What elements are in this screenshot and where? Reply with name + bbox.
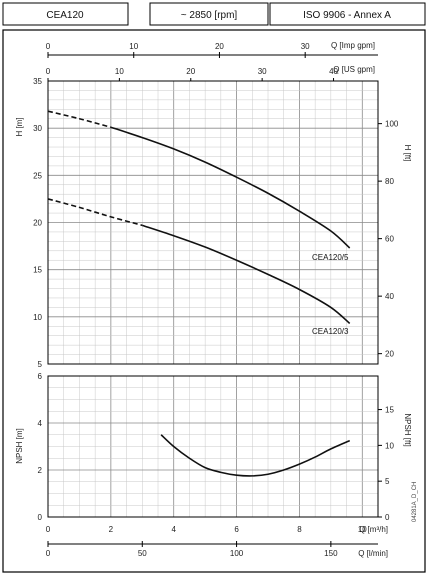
series-label-cea120-3: CEA120/3 [312, 327, 349, 336]
tick-label-h-m: 35 [33, 77, 42, 86]
tick-label-npsh-m: 6 [38, 372, 43, 381]
tick-label-h-m: 5 [38, 360, 43, 369]
tick-label-h-m: 30 [33, 124, 42, 133]
axis-label-npsh-m: NPSH [m] [15, 428, 24, 464]
header-model: CEA120 [46, 10, 84, 21]
tick-label-h-m: 15 [33, 266, 42, 275]
tick-label-npsh-ft: 5 [385, 477, 390, 486]
npsh-chart-plot-area [47, 375, 379, 518]
tick-label-npsh-m: 0 [38, 513, 43, 522]
tick-label-q-us-gpm: 0 [46, 67, 51, 76]
tick-label-q-m3h: 10 [358, 525, 367, 534]
drawing-code: 04281A_D_CH [412, 482, 418, 522]
tick-label-h-ft: 80 [385, 177, 394, 186]
tick-label-q-imp-gpm: 30 [301, 42, 310, 51]
tick-label-q-m3h: 2 [109, 525, 114, 534]
tick-label-q-us-gpm: 10 [115, 67, 124, 76]
header-standard: ISO 9906 - Annex A [303, 10, 391, 21]
axis-label-q-us-gpm: Q [US gpm] [333, 65, 375, 74]
header-row: CEA120 ~ 2850 [rpm] ISO 9906 - Annex A [2, 2, 426, 26]
tick-label-q-lmin: 50 [138, 549, 147, 558]
tick-label-q-m3h: 0 [46, 525, 51, 534]
tick-label-h-m: 10 [33, 313, 42, 322]
tick-label-h-ft: 40 [385, 292, 394, 301]
curves [47, 110, 351, 477]
tick-label-q-m3h: 4 [171, 525, 176, 534]
tick-label-npsh-m: 2 [38, 466, 43, 475]
head-curve-cea120-3 [142, 224, 351, 325]
tick-label-q-us-gpm: 40 [329, 67, 338, 76]
tick-label-q-m3h: 8 [297, 525, 302, 534]
npsh-chart-grid [47, 375, 379, 518]
head-chart-plot-area [47, 80, 379, 365]
tick-label-h-ft: 60 [385, 235, 394, 244]
tick-label-q-m3h: 6 [234, 525, 239, 534]
axis-label-h-m: H [m] [15, 117, 24, 136]
axis-label-h-ft: H [ft] [403, 145, 412, 162]
axis-label-q-m3h: Q [m³/h] [359, 525, 388, 534]
tick-label-q-lmin: 0 [46, 549, 51, 558]
tick-label-q-us-gpm: 20 [186, 67, 195, 76]
tick-label-q-us-gpm: 30 [258, 67, 267, 76]
head-chart-grid [47, 80, 379, 365]
tick-label-q-imp-gpm: 0 [46, 42, 51, 51]
tick-label-h-ft: 100 [385, 120, 399, 129]
tick-label-q-lmin: 150 [324, 549, 338, 558]
tick-label-npsh-ft: 15 [385, 406, 394, 415]
tick-label-npsh-m: 4 [38, 419, 43, 428]
tick-label-h-ft: 20 [385, 350, 394, 359]
axis-ticks: 0 10 20 300 10 20 30 40510152025303520406080100… [33, 42, 399, 558]
header-speed: ~ 2850 [rpm] [181, 10, 238, 21]
head-curve-dashed-cea120-5 [47, 110, 112, 128]
tick-label-q-imp-gpm: 10 [129, 42, 138, 51]
tick-label-q-imp-gpm: 20 [215, 42, 224, 51]
tick-label-npsh-ft: 10 [385, 441, 394, 450]
head-curve-cea120-5 [110, 126, 351, 249]
series-label-cea120-5: CEA120/5 [312, 253, 349, 262]
npsh-curve [160, 434, 351, 477]
tick-label-npsh-ft: 0 [385, 513, 390, 522]
chart-frame [2, 29, 426, 573]
tick-label-h-m: 20 [33, 219, 42, 228]
axis-label-q-imp-gpm: Q [Imp gpm] [331, 41, 375, 50]
tick-label-q-lmin: 100 [230, 549, 244, 558]
axis-label-npsh-ft: NPSH [ft] [403, 413, 412, 446]
axis-label-q-lmin: Q [l/min] [358, 549, 388, 558]
head-curve-dashed-cea120-3 [47, 198, 143, 227]
tick-label-h-m: 25 [33, 171, 42, 180]
